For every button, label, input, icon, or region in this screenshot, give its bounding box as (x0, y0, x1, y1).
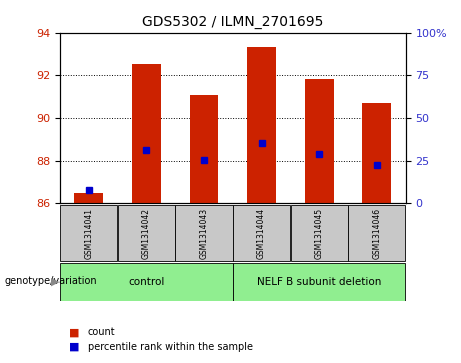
Text: GSM1314043: GSM1314043 (200, 208, 208, 259)
Bar (176, 205, 232, 261)
Bar (132, 64, 161, 203)
Bar (233, 263, 405, 301)
Text: control: control (128, 277, 165, 287)
Bar (118, 205, 175, 261)
Bar (189, 94, 219, 203)
Text: ■: ■ (69, 327, 80, 337)
Title: GDS5302 / ILMN_2701695: GDS5302 / ILMN_2701695 (142, 15, 324, 29)
Bar (349, 205, 405, 261)
Bar (362, 103, 391, 203)
Bar (60, 263, 232, 301)
Text: count: count (88, 327, 115, 337)
Text: GSM1314042: GSM1314042 (142, 208, 151, 259)
Text: percentile rank within the sample: percentile rank within the sample (88, 342, 253, 352)
Text: genotype/variation: genotype/variation (5, 276, 97, 286)
Text: GSM1314044: GSM1314044 (257, 208, 266, 259)
Bar (291, 205, 348, 261)
Bar (60, 205, 117, 261)
Text: GSM1314045: GSM1314045 (315, 208, 324, 259)
Text: GSM1314046: GSM1314046 (372, 208, 381, 259)
Text: ■: ■ (69, 342, 80, 352)
Bar (74, 193, 103, 203)
Text: NELF B subunit deletion: NELF B subunit deletion (257, 277, 381, 287)
Text: ▶: ▶ (51, 276, 59, 286)
Text: GSM1314041: GSM1314041 (84, 208, 93, 259)
Bar (305, 78, 334, 203)
Bar (247, 46, 276, 203)
Bar (233, 205, 290, 261)
